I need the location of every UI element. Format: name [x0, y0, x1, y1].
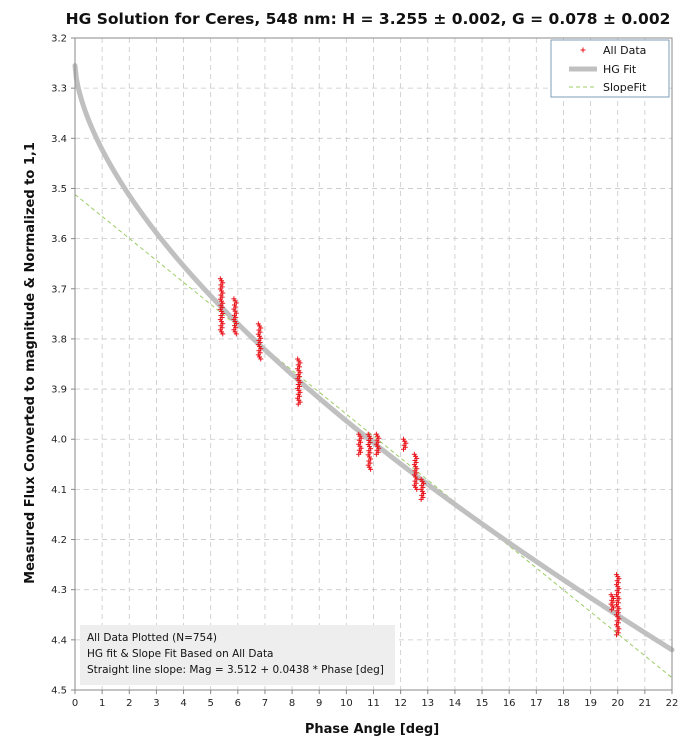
data-cluster: [255, 321, 264, 362]
y-tick-label: 3.9: [51, 385, 67, 396]
x-axis-label: Phase Angle [deg]: [305, 722, 439, 737]
x-tick-label: 8: [289, 698, 295, 709]
series-layer: [72, 63, 675, 679]
y-tick-label: 3.7: [51, 284, 67, 295]
y-tick-label: 3.5: [51, 184, 67, 195]
x-tick-label: 20: [611, 698, 624, 709]
y-tick-label: 4.1: [51, 485, 67, 496]
data-point: [580, 47, 586, 53]
axes: 0 1 2 3 4 5 6 7 8 9 10 11 12 13 14 15 16 17 18 19 20 21 223.23…: [51, 34, 678, 710]
legend: All Data HG Fit SlopeFit: [550, 39, 670, 98]
y-tick-label: 4.0: [51, 435, 67, 446]
legend-label-hg-fit: HG Fit: [603, 63, 637, 76]
y-tick-label: 4.5: [51, 686, 67, 697]
legend-label-all-data: All Data: [603, 44, 646, 57]
x-tick-label: 6: [235, 698, 241, 709]
data-point: [614, 632, 620, 638]
annotation-line: All Data Plotted (N=754): [87, 632, 217, 644]
chart-title: HG Solution for Ceres, 548 nm: H = 3.255…: [66, 10, 671, 28]
data-point: [233, 331, 239, 337]
x-tick-label: 9: [316, 698, 322, 709]
annotation-line: Straight line slope: Mag = 3.512 + 0.043…: [87, 664, 384, 676]
data-cluster: [231, 296, 239, 337]
data-cluster: [373, 431, 382, 457]
data-point: [356, 451, 362, 457]
annotation-line: HG fit & Slope Fit Based on All Data: [87, 648, 274, 660]
y-tick-label: 4.4: [51, 635, 67, 646]
data-point: [414, 486, 420, 492]
annotation-background: [80, 625, 395, 685]
x-tick-label: 21: [638, 698, 651, 709]
data-point: [609, 607, 615, 613]
x-tick-label: 7: [262, 698, 268, 709]
data-cluster: [614, 572, 622, 638]
x-tick-label: 2: [126, 698, 132, 709]
data-cluster: [401, 436, 409, 452]
y-axis-label: Measured Flux Converted to magnitude & N…: [23, 142, 38, 584]
data-cluster: [418, 476, 427, 502]
y-tick-label: 3.6: [51, 234, 67, 245]
x-tick-label: 4: [180, 698, 186, 709]
annotation-box: All Data Plotted (N=754) HG fit & Slope F…: [80, 625, 395, 685]
x-tick-label: 10: [340, 698, 353, 709]
data-cluster: [356, 431, 364, 457]
data-point: [418, 496, 424, 502]
data-point: [368, 466, 374, 472]
y-tick-label: 3.3: [51, 84, 67, 95]
data-point: [373, 451, 379, 457]
slope-fit-line: [74, 194, 673, 679]
y-tick-label: 3.2: [51, 34, 67, 45]
x-tick-label: 12: [394, 698, 407, 709]
x-tick-label: 0: [72, 698, 78, 709]
x-tick-label: 17: [530, 698, 543, 709]
y-tick-label: 4.2: [51, 535, 67, 546]
data-cluster: [217, 276, 226, 337]
x-tick-label: 22: [666, 698, 679, 709]
gridlines: [75, 38, 672, 690]
x-tick-label: 1: [99, 698, 105, 709]
data-point: [401, 446, 407, 452]
x-tick-label: 19: [584, 698, 597, 709]
x-tick-label: 11: [367, 698, 380, 709]
x-tick-label: 16: [503, 698, 516, 709]
y-tick-label: 3.4: [51, 134, 67, 145]
x-tick-label: 3: [153, 698, 159, 709]
x-tick-label: 14: [449, 698, 462, 709]
data-point: [220, 331, 226, 337]
data-point: [258, 356, 264, 362]
data-cluster: [411, 451, 420, 492]
legend-label-slope-fit: SlopeFit: [603, 81, 647, 94]
x-tick-label: 5: [207, 698, 213, 709]
x-tick-label: 15: [476, 698, 489, 709]
y-tick-label: 4.3: [51, 585, 67, 596]
x-tick-label: 18: [557, 698, 570, 709]
data-cluster: [608, 592, 616, 613]
x-tick-label: 13: [421, 698, 434, 709]
y-tick-label: 3.8: [51, 334, 67, 345]
data-cluster: [295, 356, 303, 407]
hg-fit-curve: [72, 63, 675, 653]
data-cluster: [365, 431, 374, 472]
data-point: [295, 401, 301, 407]
